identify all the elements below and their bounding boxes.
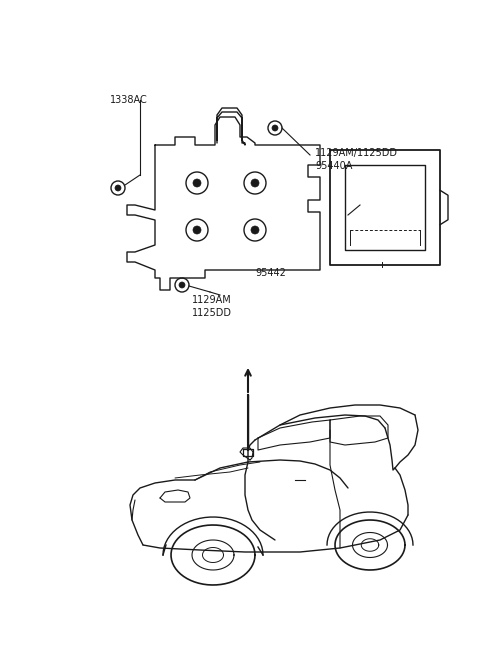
Circle shape xyxy=(179,282,185,288)
Text: 1129AM/1125DD: 1129AM/1125DD xyxy=(315,148,398,158)
Circle shape xyxy=(193,226,201,234)
Circle shape xyxy=(193,179,201,187)
Circle shape xyxy=(251,226,259,234)
Circle shape xyxy=(115,185,121,191)
Text: 1129AM: 1129AM xyxy=(192,295,232,305)
Circle shape xyxy=(272,125,278,131)
Circle shape xyxy=(251,179,259,187)
Text: 95442: 95442 xyxy=(255,268,286,278)
Text: 1125DD: 1125DD xyxy=(192,308,232,318)
Text: 95440A: 95440A xyxy=(315,161,352,171)
Text: 1338AC: 1338AC xyxy=(110,95,148,105)
